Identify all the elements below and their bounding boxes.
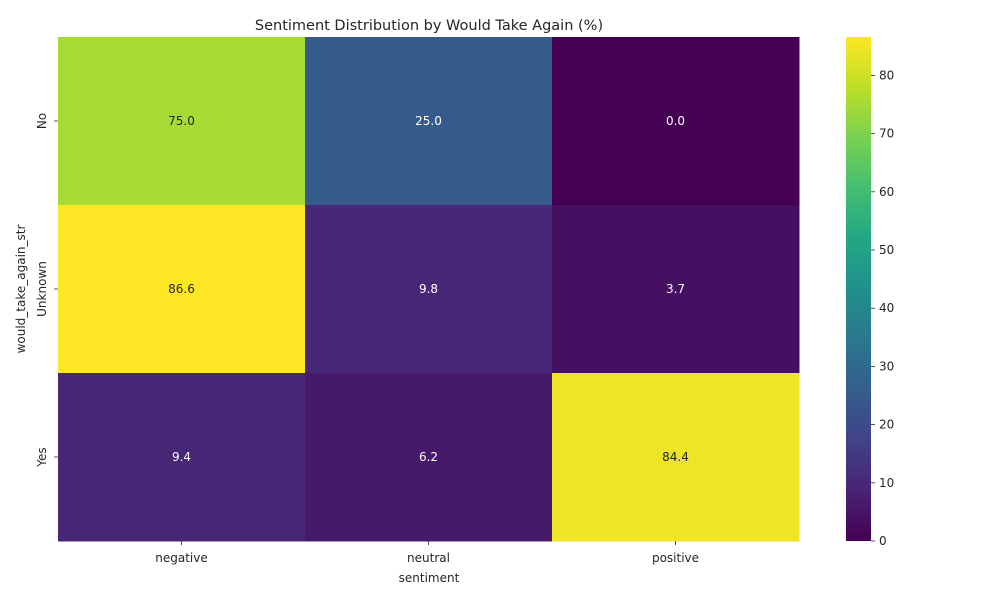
x-axis-ticks: negative neutral positive <box>155 541 699 565</box>
heatmap-cells: 75.0 25.0 0.0 86.6 9.8 3.7 9.4 6.2 84.4 <box>58 37 800 542</box>
cell-value-label: 84.4 <box>662 450 689 464</box>
colorbar-tick-label: 30 <box>879 359 894 373</box>
cell-value-label: 9.8 <box>419 282 438 296</box>
cell-value-label: 86.6 <box>168 282 195 296</box>
heatmap-cell <box>305 373 553 542</box>
heatmap-cell <box>552 373 800 542</box>
heatmap-cell <box>58 205 306 374</box>
cell-value-label: 0.0 <box>666 114 685 128</box>
x-tick-label: positive <box>652 551 699 565</box>
y-axis-ticks: No Unknown Yes <box>35 113 58 468</box>
colorbar-tick-label: 50 <box>879 243 894 257</box>
y-axis-label: would_take_again_str <box>14 225 28 354</box>
y-tick-label: Unknown <box>35 261 49 317</box>
x-tick-label: negative <box>155 551 207 565</box>
heatmap-cell <box>58 37 306 206</box>
heatmap-cell <box>552 205 800 374</box>
colorbar-tick-label: 10 <box>879 476 894 490</box>
colorbar-tick-label: 80 <box>879 68 894 82</box>
chart-title: Sentiment Distribution by Would Take Aga… <box>255 18 603 34</box>
cell-value-label: 25.0 <box>415 114 442 128</box>
y-tick-label: Yes <box>35 447 49 467</box>
colorbar: 0 10 20 30 40 50 60 70 80 <box>846 37 894 548</box>
x-axis-label: sentiment <box>399 571 460 585</box>
heatmap-cell <box>552 37 800 206</box>
x-tick-label: neutral <box>407 551 450 565</box>
cell-value-label: 3.7 <box>666 282 685 296</box>
colorbar-tick-label: 0 <box>879 534 887 548</box>
colorbar-gradient <box>846 37 871 541</box>
cell-value-label: 6.2 <box>419 450 438 464</box>
colorbar-tick-label: 20 <box>879 418 894 432</box>
heatmap-cell <box>305 205 553 374</box>
colorbar-tick-label: 60 <box>879 185 894 199</box>
y-tick-label: No <box>35 113 49 129</box>
heatmap-cell <box>58 373 306 542</box>
cell-value-label: 9.4 <box>172 450 191 464</box>
colorbar-tick-label: 70 <box>879 127 894 141</box>
heatmap-cell <box>305 37 553 206</box>
cell-value-label: 75.0 <box>168 114 195 128</box>
colorbar-tick-label: 40 <box>879 301 894 315</box>
